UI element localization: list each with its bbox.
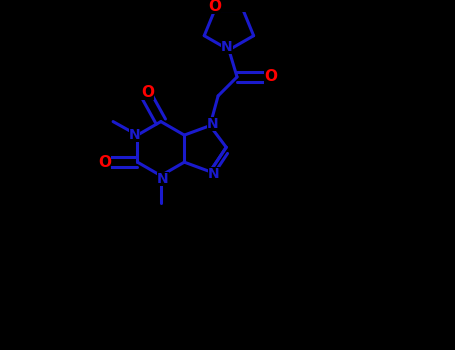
Text: O: O <box>141 85 154 100</box>
Text: O: O <box>264 69 278 84</box>
Text: N: N <box>208 167 220 181</box>
Text: O: O <box>208 0 221 14</box>
Text: N: N <box>221 40 233 54</box>
Text: O: O <box>98 155 111 170</box>
Text: N: N <box>129 128 140 142</box>
Text: N: N <box>207 117 219 131</box>
Text: N: N <box>157 172 168 186</box>
